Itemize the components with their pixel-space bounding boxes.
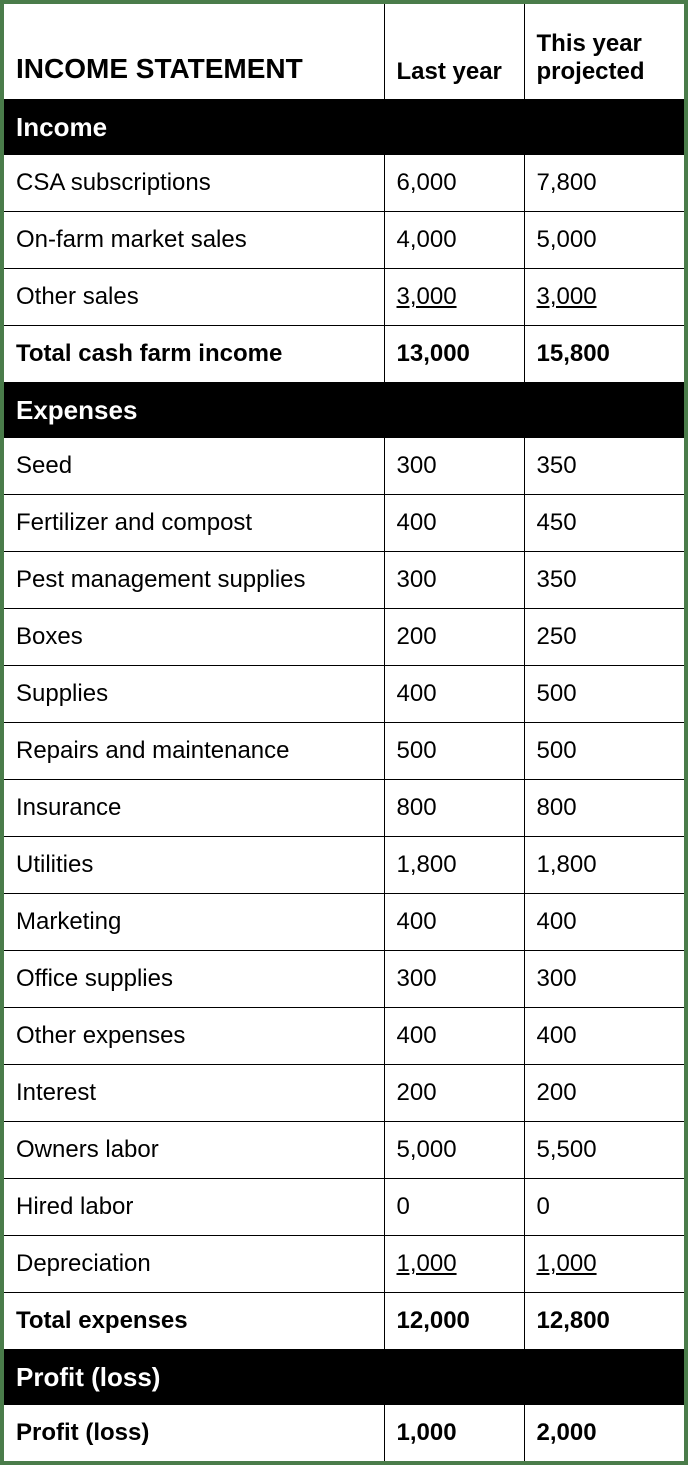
header-row: INCOME STATEMENTLast yearThis year proje… [4,4,684,100]
expense-row-0-last: 300 [384,438,524,495]
expense-row-7: Utilities1,8001,800 [4,837,684,894]
expense-row-13-label: Hired labor [4,1179,384,1236]
income-row-1: On-farm market sales4,0005,000 [4,212,684,269]
expense-row-4-proj: 500 [524,666,684,723]
profit-row-label: Profit (loss) [4,1405,384,1461]
expense-row-9: Office supplies300300 [4,951,684,1008]
income-row-2-proj: 3,000 [524,269,684,326]
expense-row-8: Marketing400400 [4,894,684,951]
expense-row-0-proj: 350 [524,438,684,495]
expense-row-13: Hired labor00 [4,1179,684,1236]
income-row-1-proj: 5,000 [524,212,684,269]
expense-row-9-proj: 300 [524,951,684,1008]
profit-row: Profit (loss)1,0002,000 [4,1405,684,1461]
expenses-total-last: 12,000 [384,1293,524,1350]
income-statement-table: INCOME STATEMENTLast yearThis year proje… [0,0,688,1465]
expense-row-8-label: Marketing [4,894,384,951]
expenses-total-proj: 12,800 [524,1293,684,1350]
expense-row-6-label: Insurance [4,780,384,837]
expense-row-14-last: 1,000 [384,1236,524,1293]
section-profit: Profit (loss) [4,1350,684,1406]
expense-row-4-label: Supplies [4,666,384,723]
expense-row-7-label: Utilities [4,837,384,894]
expense-row-4-last: 400 [384,666,524,723]
expense-row-3-proj: 250 [524,609,684,666]
expense-row-10-last: 400 [384,1008,524,1065]
expense-row-5: Repairs and maintenance500500 [4,723,684,780]
expense-row-2-label: Pest management supplies [4,552,384,609]
col-last-year: Last year [384,4,524,100]
expense-row-14: Depreciation1,0001,000 [4,1236,684,1293]
income-row-0-last: 6,000 [384,155,524,212]
income-total-last: 13,000 [384,326,524,383]
section-expenses-label: Expenses [4,383,684,439]
expense-row-2: Pest management supplies300350 [4,552,684,609]
income-row-2: Other sales3,0003,000 [4,269,684,326]
expense-row-1-label: Fertilizer and compost [4,495,384,552]
expense-row-14-proj: 1,000 [524,1236,684,1293]
expense-row-13-last: 0 [384,1179,524,1236]
income-row-1-label: On-farm market sales [4,212,384,269]
expense-row-7-proj: 1,800 [524,837,684,894]
section-profit-label: Profit (loss) [4,1350,684,1406]
expense-row-7-last: 1,800 [384,837,524,894]
expense-row-5-label: Repairs and maintenance [4,723,384,780]
expense-row-8-last: 400 [384,894,524,951]
expense-row-0: Seed300350 [4,438,684,495]
expenses-total-label: Total expenses [4,1293,384,1350]
expense-row-3-last: 200 [384,609,524,666]
expense-row-9-label: Office supplies [4,951,384,1008]
profit-row-last: 1,000 [384,1405,524,1461]
expense-row-2-proj: 350 [524,552,684,609]
expense-row-14-label: Depreciation [4,1236,384,1293]
expense-row-5-last: 500 [384,723,524,780]
expense-row-13-proj: 0 [524,1179,684,1236]
income-row-0: CSA subscriptions6,0007,800 [4,155,684,212]
income-row-0-proj: 7,800 [524,155,684,212]
income-total-proj: 15,800 [524,326,684,383]
expense-row-10: Other expenses400400 [4,1008,684,1065]
expense-row-2-last: 300 [384,552,524,609]
income-row-1-last: 4,000 [384,212,524,269]
income-row-0-label: CSA subscriptions [4,155,384,212]
expense-row-0-label: Seed [4,438,384,495]
income-total: Total cash farm income13,00015,800 [4,326,684,383]
income-row-2-label: Other sales [4,269,384,326]
expense-row-12: Owners labor5,0005,500 [4,1122,684,1179]
expense-row-1-last: 400 [384,495,524,552]
expenses-total: Total expenses12,00012,800 [4,1293,684,1350]
expense-row-10-label: Other expenses [4,1008,384,1065]
income-total-label: Total cash farm income [4,326,384,383]
expense-row-1: Fertilizer and compost400450 [4,495,684,552]
expense-row-11: Interest200200 [4,1065,684,1122]
expense-row-8-proj: 400 [524,894,684,951]
expense-row-12-label: Owners labor [4,1122,384,1179]
expense-row-4: Supplies400500 [4,666,684,723]
income-row-2-last: 3,000 [384,269,524,326]
expense-row-11-label: Interest [4,1065,384,1122]
expense-row-6: Insurance800800 [4,780,684,837]
expense-row-5-proj: 500 [524,723,684,780]
section-expenses: Expenses [4,383,684,439]
expense-row-3-label: Boxes [4,609,384,666]
table-title: INCOME STATEMENT [4,4,384,100]
expense-row-11-last: 200 [384,1065,524,1122]
expense-row-10-proj: 400 [524,1008,684,1065]
expense-row-3: Boxes200250 [4,609,684,666]
expense-row-9-last: 300 [384,951,524,1008]
expense-row-12-last: 5,000 [384,1122,524,1179]
table: INCOME STATEMENTLast yearThis year proje… [4,4,684,1461]
col-this-year-projected: This year projected [524,4,684,100]
section-income: Income [4,100,684,156]
expense-row-12-proj: 5,500 [524,1122,684,1179]
expense-row-1-proj: 450 [524,495,684,552]
profit-row-proj: 2,000 [524,1405,684,1461]
section-income-label: Income [4,100,684,156]
expense-row-11-proj: 200 [524,1065,684,1122]
expense-row-6-proj: 800 [524,780,684,837]
expense-row-6-last: 800 [384,780,524,837]
